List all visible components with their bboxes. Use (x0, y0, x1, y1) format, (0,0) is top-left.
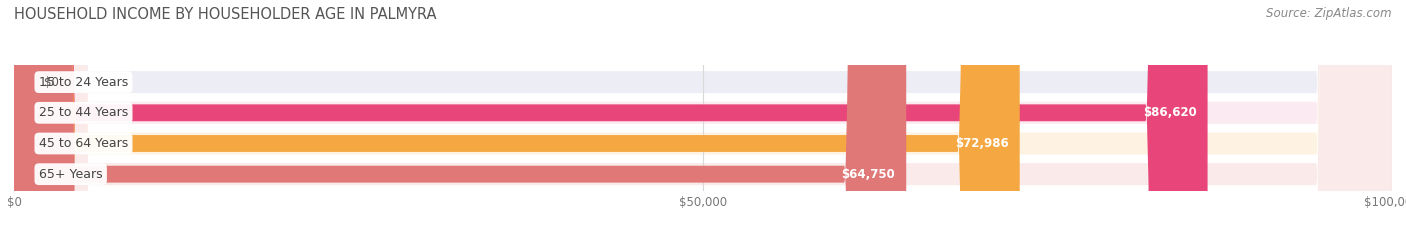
Text: 25 to 44 Years: 25 to 44 Years (39, 106, 128, 119)
Text: 45 to 64 Years: 45 to 64 Years (39, 137, 128, 150)
Text: 15 to 24 Years: 15 to 24 Years (39, 76, 128, 89)
Text: HOUSEHOLD INCOME BY HOUSEHOLDER AGE IN PALMYRA: HOUSEHOLD INCOME BY HOUSEHOLDER AGE IN P… (14, 7, 436, 22)
FancyBboxPatch shape (14, 0, 1208, 233)
FancyBboxPatch shape (14, 0, 1392, 233)
FancyBboxPatch shape (14, 0, 1019, 233)
FancyBboxPatch shape (14, 0, 1392, 233)
Text: $72,986: $72,986 (955, 137, 1008, 150)
Text: $0: $0 (45, 76, 59, 89)
Text: 65+ Years: 65+ Years (39, 168, 103, 181)
Text: Source: ZipAtlas.com: Source: ZipAtlas.com (1267, 7, 1392, 20)
Text: $64,750: $64,750 (841, 168, 896, 181)
FancyBboxPatch shape (14, 0, 907, 233)
FancyBboxPatch shape (14, 0, 1392, 233)
FancyBboxPatch shape (14, 0, 1392, 233)
Text: $86,620: $86,620 (1143, 106, 1197, 119)
